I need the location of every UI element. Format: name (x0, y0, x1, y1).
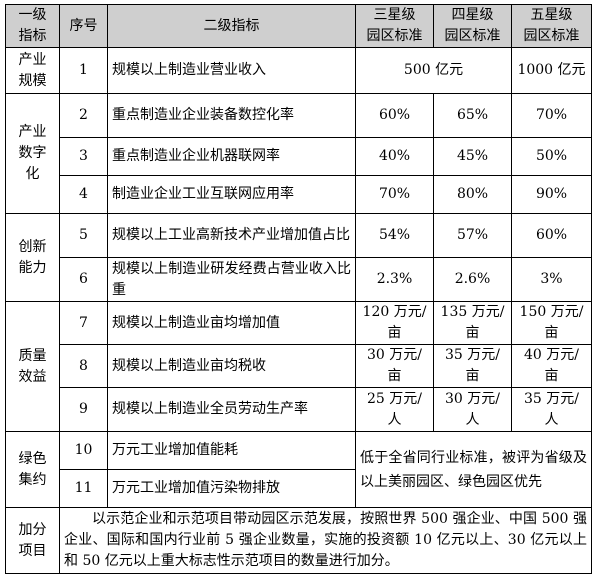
table-row: 9 规模以上制造业全员劳动生产率 25 万元/ 人 30 万元/ 人 35 万元… (6, 387, 592, 432)
row-value-four: 45% (433, 137, 512, 176)
row-value-three-four: 500 亿元 (355, 47, 512, 94)
category-quality: 质量 效益 (5, 301, 60, 432)
row-indicator: 万元工业增加值污染物排放 (107, 469, 356, 508)
park-standards-table: 一级 指标 序号 二级指标 三星级 园区标准 四星级 园区标准 五星级 园区标准… (5, 4, 592, 574)
row-value-five: 150 万元/ 亩 (511, 301, 592, 345)
row-indicator: 重点制造业企业机器联网率 (107, 137, 356, 176)
row-value-four: 80% (433, 175, 512, 214)
row-seq: 10 (59, 431, 108, 470)
table-row: 4 制造业企业工业互联网应用率 70% 80% 90% (6, 175, 592, 214)
green-standard-text: 低于全省同行业标准，被评为省级及以上美丽园区、绿色园区优先 (355, 431, 592, 508)
row-seq: 3 (59, 137, 108, 176)
row-value-three: 2.3% (355, 257, 434, 302)
table-row: 3 重点制造业企业机器联网率 40% 45% 50% (6, 137, 592, 176)
table-row: 6 规模以上制造业研发经费占营业收入比重 2.3% 2.6% 3% (6, 257, 592, 302)
row-value-five: 90% (511, 175, 592, 214)
row-value-five: 1000 亿元 (511, 47, 592, 94)
table-row: 创新 能力 5 规模以上工业高新技术产业增加值占比 54% 57% 60% (5, 213, 592, 302)
row-seq: 5 (59, 213, 108, 258)
row-seq: 7 (59, 301, 108, 345)
table-row: 产业 数字 化 2 重点制造业企业装备数控化率 60% 65% 70% (5, 93, 592, 214)
header-level2: 二级指标 (107, 4, 356, 48)
category-innovation: 创新 能力 (5, 213, 60, 302)
row-value-three: 54% (355, 213, 434, 258)
table-row: 质量 效益 7 规模以上制造业亩均增加值 120 万元/ 亩 135 万元/ 亩… (5, 301, 592, 432)
row-value-four: 35 万元/ 亩 (433, 344, 512, 388)
row-value-four: 2.6% (433, 257, 512, 302)
row-seq: 11 (59, 469, 108, 508)
row-value-four: 135 万元/ 亩 (433, 301, 512, 345)
row-value-four: 57% (433, 213, 512, 258)
row-indicator: 规模以上制造业研发经费占营业收入比重 (107, 257, 356, 302)
row-value-five: 50% (511, 137, 592, 176)
row-indicator: 规模以上制造业营业收入 (107, 47, 356, 94)
row-value-five: 70% (511, 93, 592, 138)
row-value-five: 60% (511, 213, 592, 258)
header-five-star: 五星级 园区标准 (511, 4, 592, 48)
row-value-five: 3% (511, 257, 592, 302)
row-indicator: 规模以上制造业全员劳动生产率 (107, 387, 356, 432)
row-value-four: 30 万元/ 人 (433, 387, 512, 432)
row-indicator: 规模以上工业高新技术产业增加值占比 (107, 213, 356, 258)
row-indicator: 规模以上制造业亩均增加值 (107, 301, 356, 345)
row-value-five: 40 万元/ 亩 (511, 344, 592, 388)
table-row: 11 万元工业增加值污染物排放 (6, 469, 592, 508)
row-seq: 2 (59, 93, 108, 138)
row-seq: 4 (59, 175, 108, 214)
row-value-five: 35 万元/ 人 (511, 387, 592, 432)
row-value-three: 60% (355, 93, 434, 138)
row-seq: 8 (59, 344, 108, 388)
table-row: 8 规模以上制造业亩均税收 30 万元/ 亩 35 万元/ 亩 40 万元/ 亩 (6, 344, 592, 388)
row-value-three: 25 万元/ 人 (355, 387, 434, 432)
row-indicator: 万元工业增加值能耗 (107, 431, 356, 470)
header-seq: 序号 (59, 4, 108, 48)
header-row: 一级 指标 序号 二级指标 三星级 园区标准 四星级 园区标准 五星级 园区标准 (5, 4, 592, 48)
header-four-star: 四星级 园区标准 (433, 4, 512, 48)
row-value-four: 65% (433, 93, 512, 138)
row-seq: 9 (59, 387, 108, 432)
category-scale: 产业 规模 (5, 47, 60, 94)
table-row: 产业 规模 1 规模以上制造业营业收入 500 亿元 1000 亿元 (5, 47, 592, 94)
header-three-star: 三星级 园区标准 (355, 4, 434, 48)
row-indicator: 重点制造业企业装备数控化率 (107, 93, 356, 138)
row-indicator: 制造业企业工业互联网应用率 (107, 175, 356, 214)
row-seq: 6 (59, 257, 108, 302)
row-value-three: 70% (355, 175, 434, 214)
table-row: 绿色 集约 10 万元工业增加值能耗 低于全省同行业标准，被评为省级及以上美丽园… (5, 431, 592, 508)
category-green: 绿色 集约 (5, 431, 60, 508)
header-level1: 一级 指标 (5, 4, 60, 48)
row-value-three: 30 万元/ 亩 (355, 344, 434, 388)
row-indicator: 规模以上制造业亩均税收 (107, 344, 356, 388)
row-seq: 1 (59, 47, 108, 94)
row-value-three: 40% (355, 137, 434, 176)
row-value-three: 120 万元/ 亩 (355, 301, 434, 345)
category-digital: 产业 数字 化 (5, 93, 60, 214)
